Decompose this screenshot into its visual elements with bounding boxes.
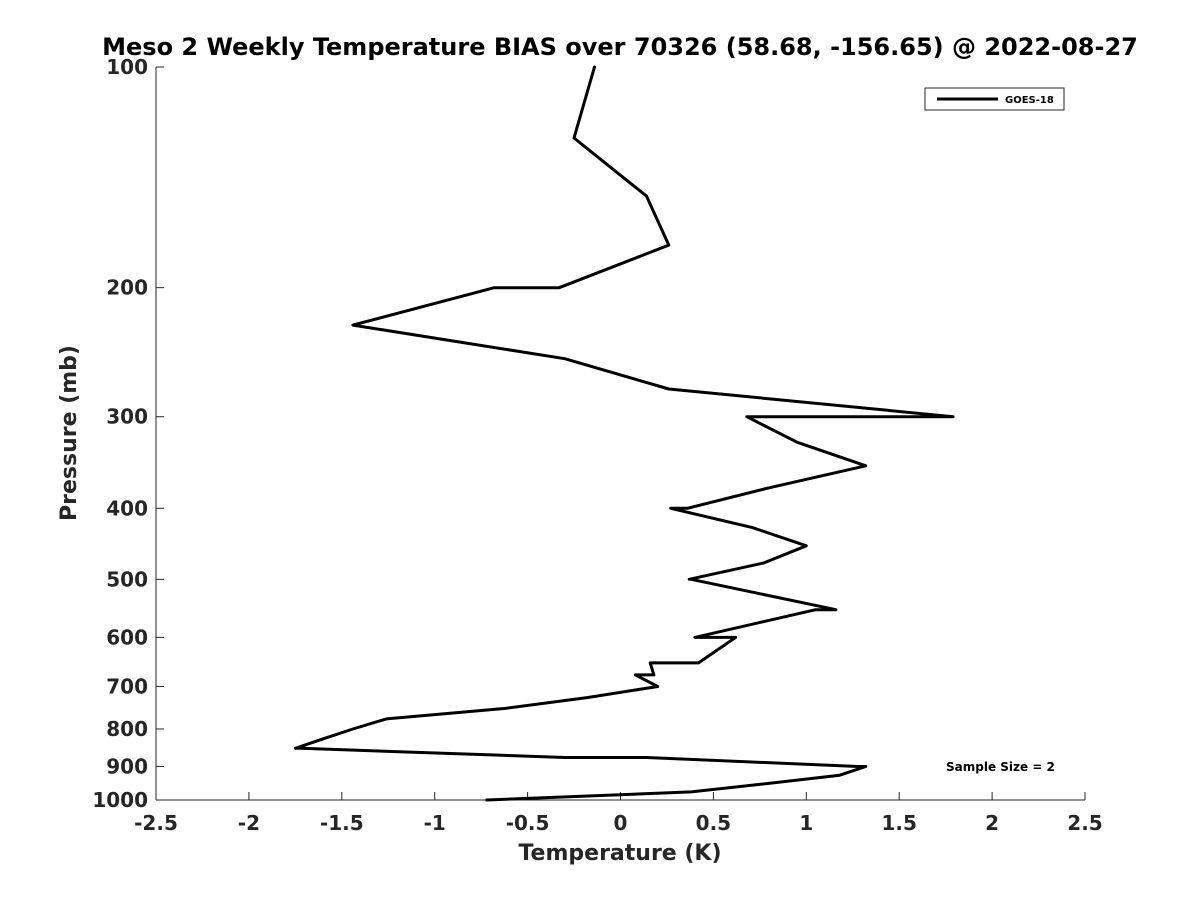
legend-label-goes-18: GOES-18 xyxy=(1005,95,1054,106)
y-tick-label: 100 xyxy=(106,55,148,79)
x-tick-label: -1.5 xyxy=(320,811,364,835)
x-tick-label: 0 xyxy=(614,811,628,835)
x-tick-label: 0.5 xyxy=(696,811,731,835)
sample-size-annotation: Sample Size = 2 xyxy=(946,760,1055,774)
y-tick-label: 800 xyxy=(106,717,148,741)
x-axis-label: Temperature (K) xyxy=(518,841,721,866)
y-axis-label: Pressure (mb) xyxy=(57,345,82,521)
x-ticks: -2.5 -2 -1.5 -1 -0.5 0 0.5 1 1.5 2 2.5 xyxy=(134,792,1103,835)
series-line-goes-18 xyxy=(293,65,955,802)
x-tick-label: 1.5 xyxy=(881,811,916,835)
y-tick-label: 1000 xyxy=(92,788,148,812)
x-tick-label: -1 xyxy=(424,811,446,835)
legend: GOES-18 xyxy=(924,87,1065,111)
y-tick-label: 300 xyxy=(106,405,148,429)
series-group xyxy=(293,65,955,802)
y-tick-label: 500 xyxy=(106,567,148,591)
plot-area xyxy=(156,67,1085,800)
y-tick-label: 700 xyxy=(106,674,148,698)
x-tick-label: 2.5 xyxy=(1067,811,1102,835)
x-tick-label: -2.5 xyxy=(134,811,178,835)
y-tick-label: 400 xyxy=(106,496,148,520)
y-ticks: 100 200 300 400 500 600 700 800 900 1000 xyxy=(92,55,164,812)
y-tick-label: 600 xyxy=(106,625,148,649)
chart-title: Meso 2 Weekly Temperature BIAS over 7032… xyxy=(102,33,1138,61)
x-tick-label: 1 xyxy=(799,811,813,835)
x-tick-label: 2 xyxy=(985,811,999,835)
x-tick-label: -0.5 xyxy=(506,811,550,835)
x-tick-label: -2 xyxy=(238,811,260,835)
y-tick-label: 900 xyxy=(106,754,148,778)
y-tick-label: 200 xyxy=(106,276,148,300)
